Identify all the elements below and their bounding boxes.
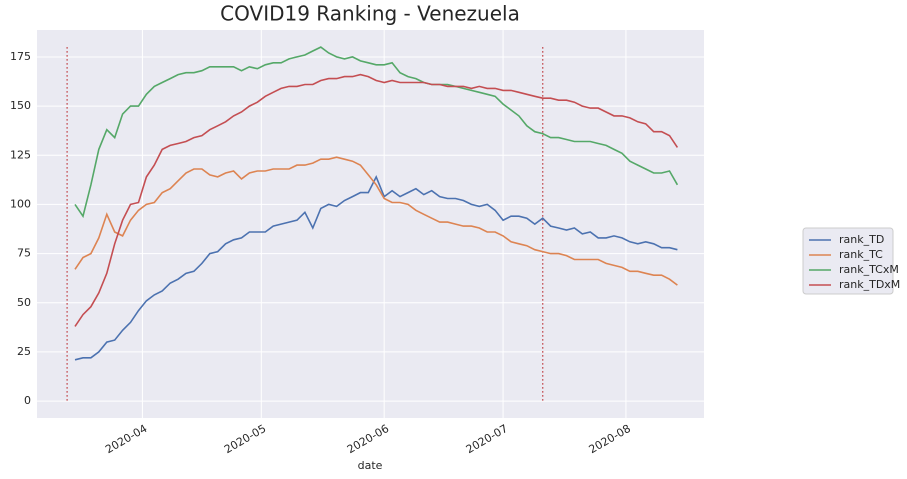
series-line xyxy=(74,156,678,286)
legend-label: rank_TD xyxy=(839,233,884,246)
y-tick-label: 50 xyxy=(17,296,31,309)
series-line xyxy=(74,174,678,361)
y-tick-label: 125 xyxy=(10,148,31,161)
x-axis-label: date xyxy=(358,459,383,472)
y-tick-label: 75 xyxy=(17,247,31,260)
series-line xyxy=(74,46,679,219)
legend-label: rank_TC xyxy=(839,248,883,261)
y-tick-label: 25 xyxy=(17,345,31,358)
legend-label: rank_TCxM xyxy=(839,263,899,276)
x-tick-label: 2020-05 xyxy=(222,422,268,456)
legend-label: rank_TDxM xyxy=(839,278,900,291)
y-tick-label: 0 xyxy=(24,394,31,407)
x-tick-label: 2020-08 xyxy=(587,422,633,456)
plot-area xyxy=(37,30,704,418)
y-tick-label: 175 xyxy=(10,50,31,63)
chart-title: COVID19 Ranking - Venezuela xyxy=(220,2,520,26)
legend-box xyxy=(802,227,894,295)
marks xyxy=(66,46,679,402)
y-tick-label: 100 xyxy=(10,197,31,210)
series-line xyxy=(74,73,679,327)
y-tick-label: 150 xyxy=(10,99,31,112)
x-tick-label: 2020-04 xyxy=(103,422,149,456)
x-tick-label: 2020-06 xyxy=(345,422,391,456)
x-tick-label: 2020-07 xyxy=(464,422,510,456)
grid xyxy=(37,30,704,418)
